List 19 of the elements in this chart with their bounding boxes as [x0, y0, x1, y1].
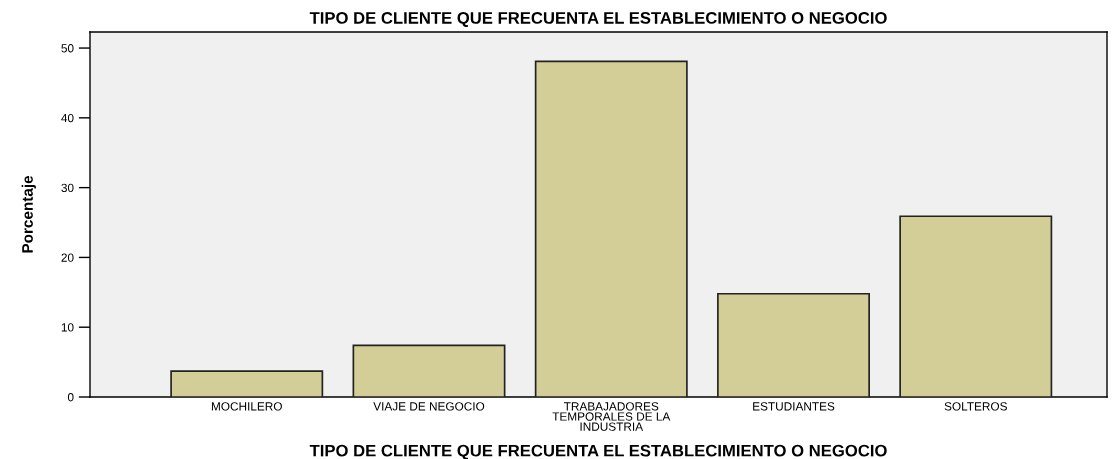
bar — [717, 292, 870, 397]
chart-title: TIPO DE CLIENTE QUE FRECUENTA EL ESTABLECIMIENTO O NEGOCIO — [309, 12, 887, 27]
bar — [899, 215, 1053, 397]
bar — [170, 370, 324, 397]
x-tick-label: MOCHILERO — [211, 402, 282, 411]
y-tick-label: 30 — [61, 183, 74, 193]
x-tick-label: VIAJE DE NEGOCIO — [373, 402, 485, 411]
y-tick-label: 40 — [61, 113, 74, 123]
x-tick-label: ESTUDIANTES — [753, 402, 835, 411]
y-tick-label: 0 — [67, 393, 74, 402]
bar — [352, 344, 506, 397]
x-tick-label: TRABAJADORES TEMPORALES DE LA INDUSTRIA — [552, 402, 671, 431]
y-tick-label: 50 — [61, 44, 74, 53]
y-tick-label: 20 — [61, 253, 74, 262]
x-tick-label: SOLTEROS — [944, 402, 1007, 411]
y-tick-label: 10 — [61, 323, 74, 332]
bar — [534, 60, 688, 397]
x-axis-title: TIPO DE CLIENTE QUE FRECUENTA EL ESTABLECIMIENTO O NEGOCIO — [309, 444, 887, 459]
y-axis-title: Porcentaje — [21, 175, 36, 253]
